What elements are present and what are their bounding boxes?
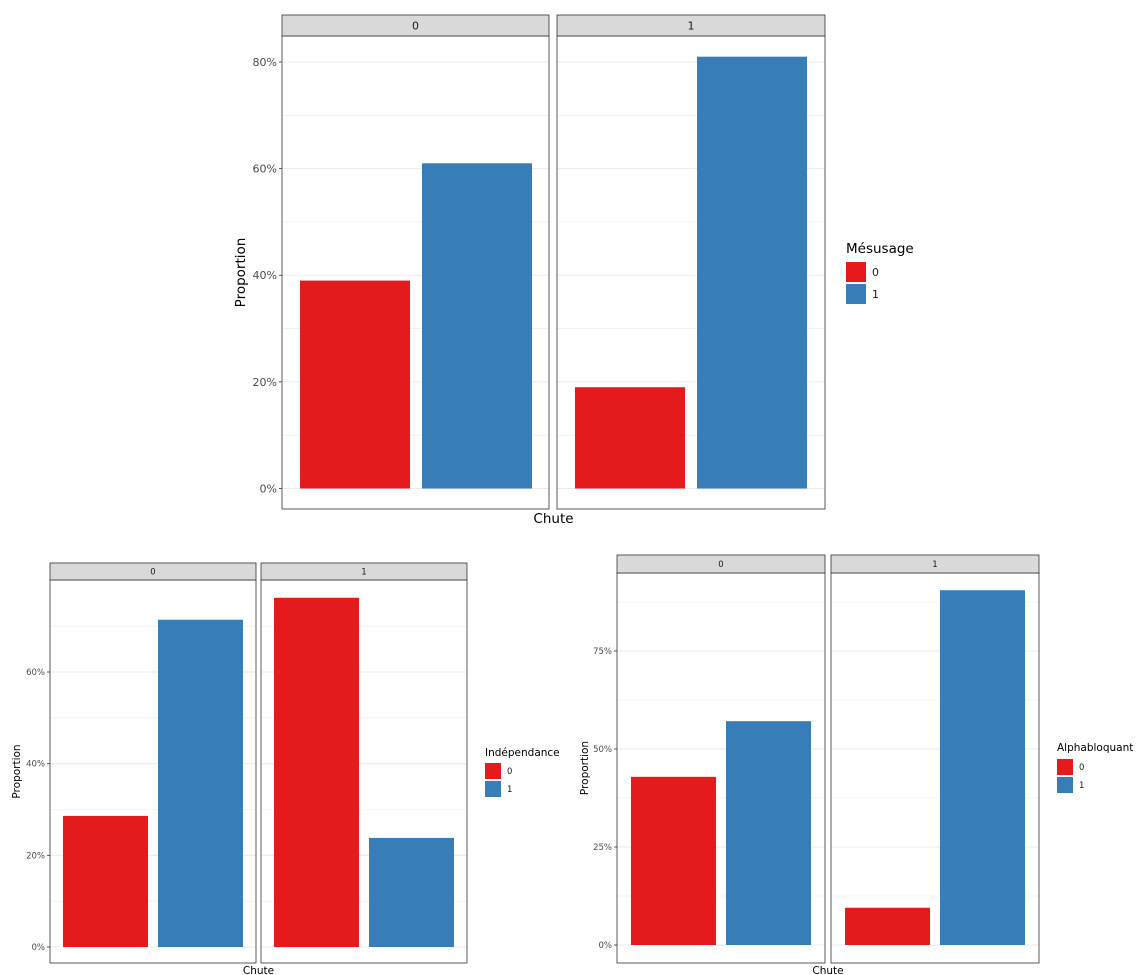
facet-strip-label: 1 (688, 19, 695, 32)
legend: Indépendance 0 1 (485, 747, 560, 797)
y-tick-label: 25% (593, 843, 612, 853)
legend: Alphabloquant 0 1 (1057, 742, 1133, 793)
chart-1: 0 1 0% 20% 40% 60% 80% Proportion Chute Mésusage 0… (233, 14, 914, 527)
bar-series-1 (158, 619, 243, 947)
bar-series-1 (697, 56, 807, 489)
y-axis-title: Proportion (11, 744, 23, 798)
facet-strip-label: 1 (361, 568, 366, 578)
y-tick-label: 20% (26, 851, 45, 861)
legend-title: Indépendance (485, 747, 560, 759)
facet-strip (49, 562, 257, 581)
facet-panel: 0 (281, 14, 550, 510)
y-axis-title: Proportion (233, 238, 249, 308)
bar-series-0 (575, 387, 685, 489)
facet-panel: 1 (556, 14, 826, 510)
y-tick-label: 75% (593, 647, 612, 657)
bar-series-1 (940, 590, 1025, 945)
x-axis-title: Chute (533, 511, 573, 527)
x-axis-title: Chute (812, 965, 843, 975)
legend-key-0 (485, 763, 501, 779)
facet-panel: 1 (260, 562, 468, 964)
legend-label: 0 (507, 767, 512, 777)
legend-key-1 (485, 781, 501, 797)
legend-label: 1 (872, 288, 879, 301)
facet-panel: 0 (49, 562, 257, 964)
y-tick-label: 20% (253, 376, 277, 389)
y-tick-label: 60% (253, 163, 277, 176)
legend-title: Alphabloquant (1057, 742, 1133, 754)
bar-series-1 (422, 163, 532, 489)
y-tick-label: 40% (253, 269, 277, 282)
y-tick-label: 60% (26, 668, 45, 678)
y-tick-label: 0% (260, 482, 277, 495)
y-tick-label: 40% (26, 760, 45, 770)
bar-series-0 (631, 776, 716, 945)
facet-strip (830, 554, 1040, 574)
y-tick-label: 50% (593, 745, 612, 755)
legend-key-1 (1057, 777, 1073, 793)
facet-strip (616, 554, 826, 574)
facet-strip-label: 0 (412, 19, 419, 32)
chart-3: 0 1 0% 25% 50% 75% Proportion Chute Alphabloquan… (579, 554, 1133, 975)
legend-label: 1 (507, 785, 512, 795)
legend-key-1 (846, 284, 866, 304)
facet-strip-label: 0 (718, 560, 723, 570)
facet-panel: 1 (830, 554, 1040, 964)
legend-label: 0 (1079, 763, 1084, 773)
legend-label: 0 (872, 266, 879, 279)
chart-2: 0 1 0% 20% 40% 60% Proportion Chute Indépendance… (11, 562, 560, 975)
bar-series-0 (274, 597, 359, 947)
y-tick-label: 80% (253, 56, 277, 69)
legend-key-0 (1057, 759, 1073, 775)
facet-strip (556, 14, 826, 37)
legend-label: 1 (1079, 781, 1084, 791)
facet-panel: 0 (616, 554, 826, 964)
x-axis-title: Chute (243, 965, 274, 975)
bar-series-1 (369, 837, 454, 947)
facet-strip (260, 562, 468, 581)
facet-strip-label: 1 (932, 560, 937, 570)
bar-series-1 (726, 721, 811, 945)
y-axis-title: Proportion (579, 741, 591, 795)
y-tick-label: 0% (32, 943, 46, 953)
facet-strip-label: 0 (150, 568, 155, 578)
bar-series-0 (63, 815, 148, 947)
legend: Mésusage 0 1 (846, 241, 914, 304)
bar-series-0 (300, 280, 410, 489)
legend-key-0 (846, 262, 866, 282)
facet-strip (281, 14, 550, 37)
bar-series-0 (845, 907, 930, 945)
legend-title: Mésusage (846, 241, 914, 257)
y-tick-label: 0% (599, 941, 613, 951)
